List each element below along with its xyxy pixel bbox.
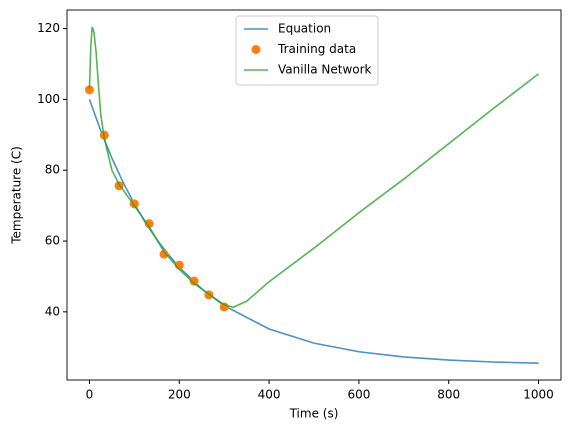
legend-label: Equation	[278, 22, 331, 36]
x-tick-label: 0	[86, 388, 94, 402]
series-line	[88, 99, 539, 364]
x-tick-label: 1000	[523, 388, 554, 402]
series-line	[88, 26, 540, 309]
training-point	[219, 302, 229, 312]
x-axis-label: Time (s)	[289, 407, 339, 421]
legend-box	[235, 15, 379, 86]
legend-label: Vanilla Network	[278, 63, 372, 77]
y-tick-label: 40	[45, 304, 60, 318]
y-axis-label: Temperature (C)	[10, 146, 24, 245]
training-point	[84, 85, 94, 95]
y-tick-label: 80	[45, 163, 60, 177]
y-tick-label: 120	[37, 21, 60, 35]
legend-marker	[251, 45, 261, 54]
legend-label: Training data	[277, 42, 356, 56]
x-tick-label: 600	[347, 388, 370, 402]
training-point	[144, 219, 154, 229]
x-tick-label: 800	[437, 388, 460, 402]
y-tick-label: 100	[37, 92, 60, 106]
training-point	[159, 249, 169, 259]
plot-frame	[66, 9, 562, 381]
x-tick-label: 200	[168, 388, 191, 402]
training-point	[189, 276, 199, 286]
x-tick-label: 400	[258, 388, 281, 402]
y-tick-label: 60	[45, 234, 60, 248]
